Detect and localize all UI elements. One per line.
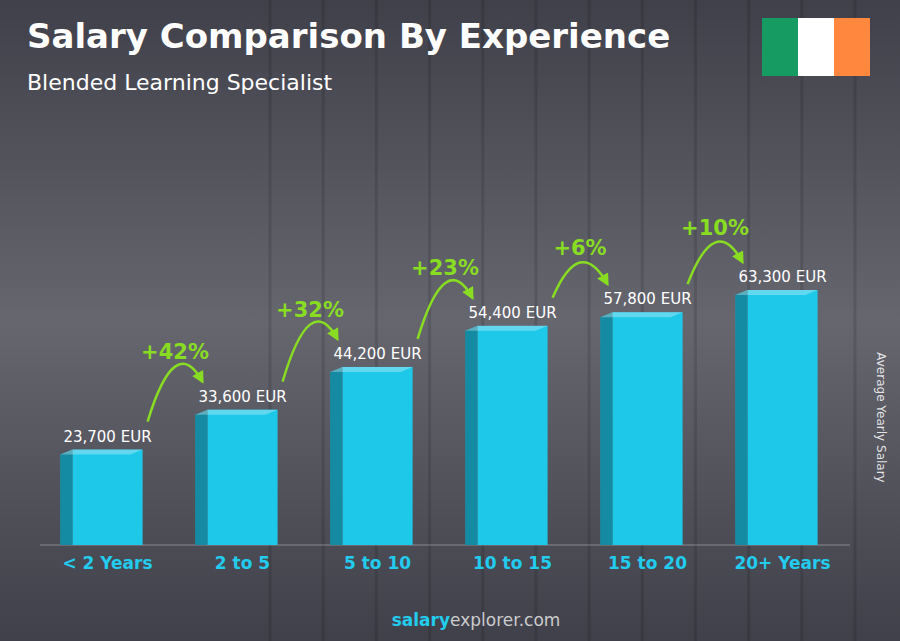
flag-stripe [834, 18, 870, 76]
bar [207, 410, 277, 545]
y-axis-label: Average Yearly Salary [874, 352, 888, 482]
bar-group [735, 290, 817, 545]
bar-side-shade [600, 312, 612, 545]
data-label: 44,200 EUR [333, 345, 421, 363]
x-tick-label: 15 to 20 [608, 553, 687, 573]
x-tick-label: 5 to 10 [344, 553, 411, 573]
x-tick-label: 2 to 5 [215, 553, 270, 573]
data-label: 33,600 EUR [198, 388, 286, 406]
change-label: +6% [553, 236, 606, 260]
bar-group [195, 410, 277, 545]
change-label: +42% [141, 340, 209, 364]
bar [612, 312, 682, 545]
footer: explorer.com [450, 610, 560, 630]
bar [342, 367, 412, 545]
change-label: +23% [411, 256, 479, 280]
background [0, 0, 900, 641]
bar-top [60, 450, 142, 455]
change-label: +32% [276, 298, 344, 322]
bar-group [465, 326, 547, 545]
bar-side-shade [330, 367, 342, 545]
change-label: +10% [681, 216, 749, 240]
background-stripe [854, 0, 857, 641]
bar-side [60, 450, 72, 545]
bar-side [195, 410, 207, 545]
bar-side-shade [60, 450, 72, 545]
bar-side-shade [735, 290, 747, 545]
bars [60, 290, 817, 545]
bar-side-shade [465, 326, 477, 545]
bar-side [735, 290, 747, 545]
data-label: 23,700 EUR [63, 428, 151, 446]
bar-top [330, 367, 412, 372]
title: Salary Comparison By Experience [27, 16, 670, 56]
change-arrow [283, 321, 338, 381]
bar-side [600, 312, 612, 545]
bar-top [195, 410, 277, 415]
bar-group [330, 367, 412, 545]
bar-group [60, 450, 142, 545]
flag [762, 18, 870, 76]
x-tick-label: < 2 Years [62, 553, 152, 573]
subtitle: Blended Learning Specialist [27, 70, 332, 95]
bar-side-shade [195, 410, 207, 545]
bar-side [465, 326, 477, 545]
data-label: 54,400 EUR [468, 304, 556, 322]
bar-top [735, 290, 817, 295]
bar-top [600, 312, 682, 317]
bar-side [330, 367, 342, 545]
chart-container: Salary Comparison By Experience Blended L… [0, 0, 900, 641]
bar [747, 290, 817, 545]
data-label: 57,800 EUR [603, 290, 691, 308]
flag-stripe [798, 18, 834, 76]
bar-top [465, 326, 547, 331]
data-label: 63,300 EUR [738, 268, 826, 286]
x-tick-label: 20+ Years [734, 553, 830, 573]
x-tick-label: 10 to 15 [473, 553, 552, 573]
change-arrow [688, 242, 743, 285]
footer: salary [392, 610, 450, 630]
flag-stripe [762, 18, 798, 76]
baseline [40, 545, 850, 546]
bar [477, 326, 547, 545]
bar [72, 450, 142, 545]
background-gradient [0, 0, 900, 641]
change-arrow [553, 262, 608, 298]
change-arrow [148, 364, 203, 422]
bar-group [600, 312, 682, 545]
chart: Salary Comparison By Experience Blended L… [0, 0, 900, 641]
change-arrow [418, 280, 473, 339]
